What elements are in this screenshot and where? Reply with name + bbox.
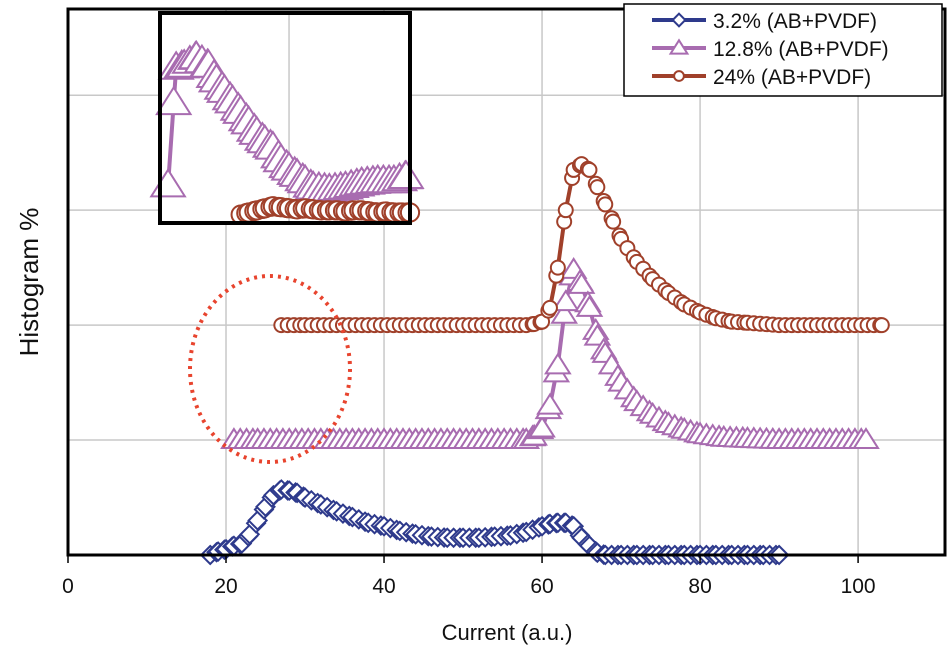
legend-label: 12.8% (AB+PVDF) [713,38,889,61]
triangle-marker [387,159,425,189]
triangle-marker [551,289,580,312]
highlight-ellipse [188,274,352,464]
x-axis-ticks: 0 20 40 60 80 100 [62,555,876,598]
legend-item: 12.8% (AB+PVDF) [652,38,889,61]
x-tick-label: 60 [530,575,553,598]
diamond-marker [671,12,687,28]
y-axis-label: Histogram % [14,208,44,357]
circle-marker [873,317,890,334]
triangle-marker [155,85,193,116]
x-tick-label: 0 [62,575,74,598]
plot-area-frame [66,7,947,557]
circle-marker [589,179,606,196]
x-axis-label: Current (a.u.) [442,620,573,645]
circle-marker [605,213,622,230]
series-triangle [220,257,880,450]
inset-series-circle [230,196,421,225]
series-layer [188,156,890,566]
triangle-marker [536,392,564,415]
x-tick-label: 40 [372,575,395,598]
inset-frame [158,11,412,225]
legend-item: 24% (AB+PVDF) [652,66,871,89]
circle-marker [597,196,614,213]
circle-marker [541,299,558,316]
x-tick-label: 20 [214,575,237,598]
triangle-marker [575,294,604,317]
legend-label: 24% (AB+PVDF) [713,66,871,89]
circle-marker [673,70,685,82]
legend-label: 3.2% (AB+PVDF) [713,10,877,33]
legend: 3.2% (AB+PVDF) 12.8% (AB+PVDF) 24% (AB+PVD… [623,3,943,97]
circle-marker [557,202,574,219]
legend-item: 3.2% (AB+PVDF) [652,10,877,33]
inset-series-triangle [149,39,425,202]
triangle-marker [567,272,596,294]
triangle-marker [668,38,690,55]
circle-marker [549,259,566,276]
triangle-marker [852,427,880,450]
inset-plot [149,11,425,225]
triangle-marker [544,352,572,375]
x-tick-label: 100 [841,575,876,598]
x-tick-label: 80 [688,575,711,598]
triangle-marker [550,301,578,324]
circle-marker [581,161,598,178]
triangle-marker [528,415,556,438]
series-circle [273,156,890,334]
